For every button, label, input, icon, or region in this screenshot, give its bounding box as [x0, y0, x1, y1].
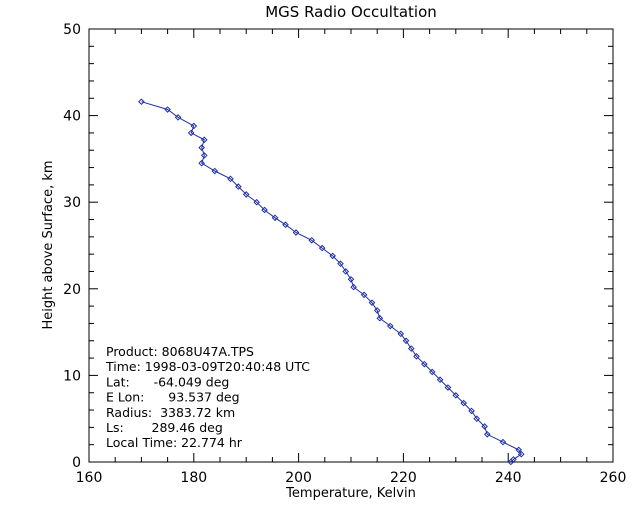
data-point: [347, 275, 355, 283]
x-tick-label: 180: [180, 470, 207, 486]
data-point: [499, 438, 507, 446]
info-line: Ls: 289.46 deg: [106, 420, 223, 435]
data-point: [292, 229, 300, 236]
info-line: Product: 8068U47A.TPS: [106, 344, 254, 359]
info-line: Time: 1998-03-09T20:40:48 UTC: [105, 359, 310, 374]
data-point: [413, 353, 420, 360]
x-tick-label: 160: [76, 470, 103, 486]
x-tick-label: 240: [495, 470, 522, 486]
y-axis-label: Height above Surface, km: [41, 160, 56, 329]
x-tick-label: 200: [285, 470, 312, 486]
data-point: [368, 299, 376, 306]
data-point: [282, 221, 289, 229]
data-point: [329, 252, 336, 260]
info-line: Local Time: 22.774 hr: [106, 435, 243, 450]
data-point: [235, 183, 242, 190]
y-tick-label: 0: [72, 455, 81, 471]
data-point: [261, 206, 268, 214]
data-point: [253, 198, 260, 206]
data-point: [350, 283, 357, 291]
x-tick-labels: 160 180 200 220 240 260: [76, 470, 627, 486]
data-point: [460, 399, 467, 407]
data-point: [468, 407, 475, 415]
data-point: [517, 450, 525, 458]
y-tick-label: 30: [63, 195, 81, 211]
y-tick-label: 10: [63, 368, 81, 384]
data-point: [397, 330, 405, 338]
y-tick-label: 40: [63, 109, 81, 125]
data-point: [481, 423, 488, 430]
data-point: [271, 214, 279, 222]
data-point: [308, 236, 316, 244]
x-tick-label: 260: [600, 470, 627, 486]
data-point: [198, 159, 205, 167]
data-point: [483, 430, 491, 438]
data-point: [337, 260, 344, 267]
data-point: [198, 144, 205, 151]
data-point: [473, 415, 481, 423]
data-point: [242, 191, 250, 198]
axis-ticks: [88, 28, 614, 463]
data-point: [138, 98, 145, 106]
y-tick-labels: 0 10 20 30 40 50: [63, 22, 81, 471]
series-line: [141, 101, 522, 463]
data-point: [407, 345, 415, 352]
data-point: [164, 106, 171, 113]
data-point: [200, 152, 208, 159]
data-point: [187, 129, 195, 137]
data-point: [436, 376, 444, 384]
info-line: E Lon: 93.537 deg: [106, 390, 240, 405]
data-point: [428, 368, 436, 376]
data-point: [515, 446, 522, 454]
data-point: [373, 307, 381, 314]
info-line: Lat: -64.049 deg: [106, 374, 229, 389]
data-point: [444, 384, 452, 391]
data-point: [452, 392, 460, 399]
data-point: [507, 458, 515, 466]
data-point: [318, 244, 326, 252]
data-point: [421, 360, 428, 368]
data-point: [227, 175, 234, 183]
data-point: [174, 114, 182, 121]
data-point: [386, 322, 394, 330]
data-point: [402, 337, 410, 345]
info-line: Radius: 3383.72 km: [106, 405, 235, 420]
data-point: [360, 291, 368, 299]
data-point: [211, 167, 219, 175]
data-point: [376, 314, 384, 322]
chart-title: MGS Radio Occultation: [265, 3, 437, 21]
data-point: [190, 122, 198, 130]
y-tick-label: 20: [63, 282, 81, 298]
x-tick-label: 220: [390, 470, 417, 486]
data-point: [200, 136, 208, 144]
series-group: [138, 98, 525, 466]
data-point: [342, 268, 350, 275]
y-tick-label: 50: [63, 22, 81, 38]
x-axis-label: Temperature, Kelvin: [285, 486, 416, 501]
